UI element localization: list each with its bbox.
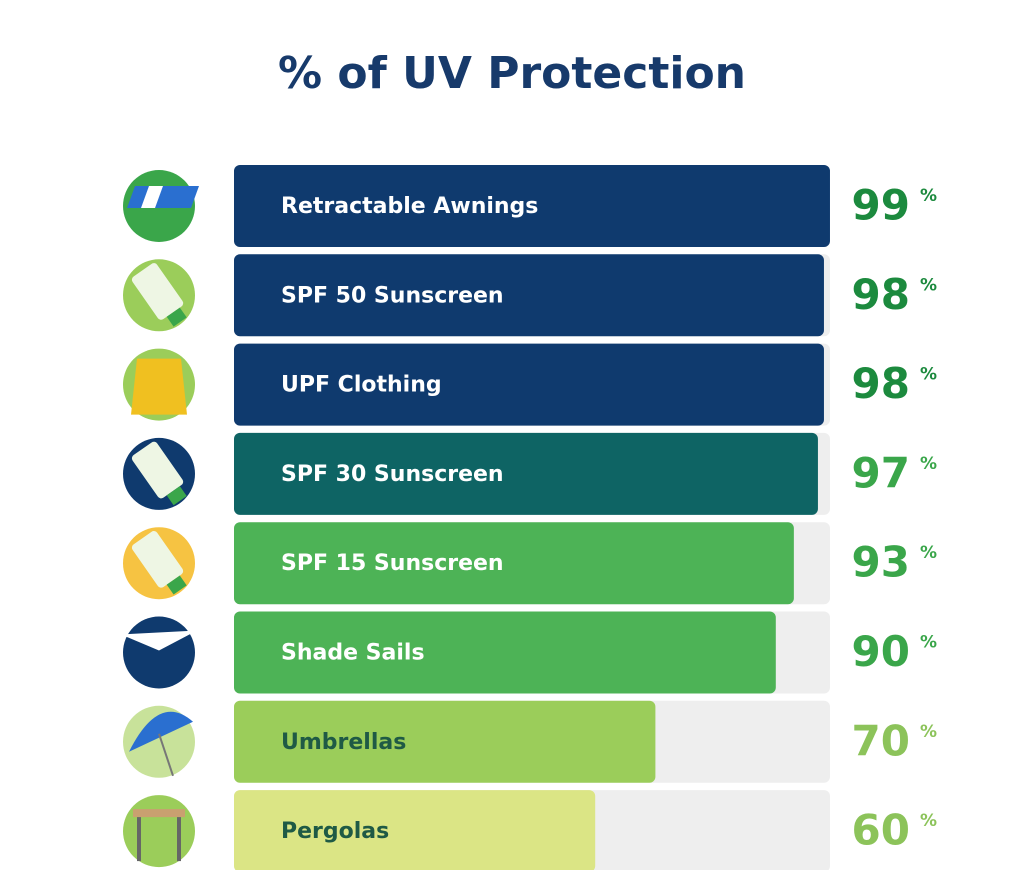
icon-cap (166, 575, 187, 595)
icon-cap (166, 307, 187, 327)
bar (234, 522, 794, 605)
category-label: UPF Clothing (281, 373, 442, 398)
value-label: 98 (852, 359, 910, 408)
icon-cap (166, 486, 187, 506)
icon-jacket (131, 358, 187, 415)
icon-tube (131, 263, 184, 320)
chart-title: % of UV Protection (278, 48, 746, 99)
category-label: Umbrellas (281, 730, 406, 755)
icon-pole (158, 733, 174, 777)
bar (234, 254, 824, 337)
value-unit: % (920, 454, 937, 474)
bar (234, 790, 596, 870)
icon-tube (131, 441, 184, 499)
icon-umbrella (129, 711, 193, 752)
icon-circle (123, 616, 195, 689)
icon-awning (127, 186, 199, 208)
value-unit: % (920, 365, 937, 385)
bar (234, 700, 656, 783)
icon-sail (121, 630, 197, 651)
category-label: Pergolas (281, 819, 389, 844)
value-label: 93 (852, 538, 910, 587)
icon-post (137, 817, 141, 862)
value-label: 60 (852, 806, 910, 855)
icon-pergola (133, 809, 185, 818)
value-label: 97 (852, 448, 910, 497)
category-label: Retractable Awnings (281, 194, 538, 219)
value-unit: % (920, 811, 937, 831)
value-unit: % (920, 186, 937, 206)
icon-tube (131, 531, 184, 588)
value-label: 98 (852, 270, 910, 319)
category-label: SPF 50 Sunscreen (281, 283, 504, 308)
value-label: 70 (852, 716, 910, 765)
value-unit: % (920, 633, 937, 653)
bar (234, 432, 818, 515)
bar (234, 165, 830, 247)
value-unit: % (920, 275, 937, 295)
value-label: 99 (852, 181, 910, 230)
icon-awning-stripe (141, 186, 163, 208)
category-label: SPF 30 Sunscreen (281, 462, 504, 487)
bar (234, 343, 824, 426)
value-label: 90 (852, 627, 910, 676)
category-label: Shade Sails (281, 641, 425, 666)
bar (234, 611, 776, 694)
icon-post (177, 817, 181, 862)
icon-circle (123, 795, 195, 868)
value-unit: % (920, 722, 937, 742)
value-unit: % (920, 543, 937, 563)
category-label: SPF 15 Sunscreen (281, 551, 504, 576)
